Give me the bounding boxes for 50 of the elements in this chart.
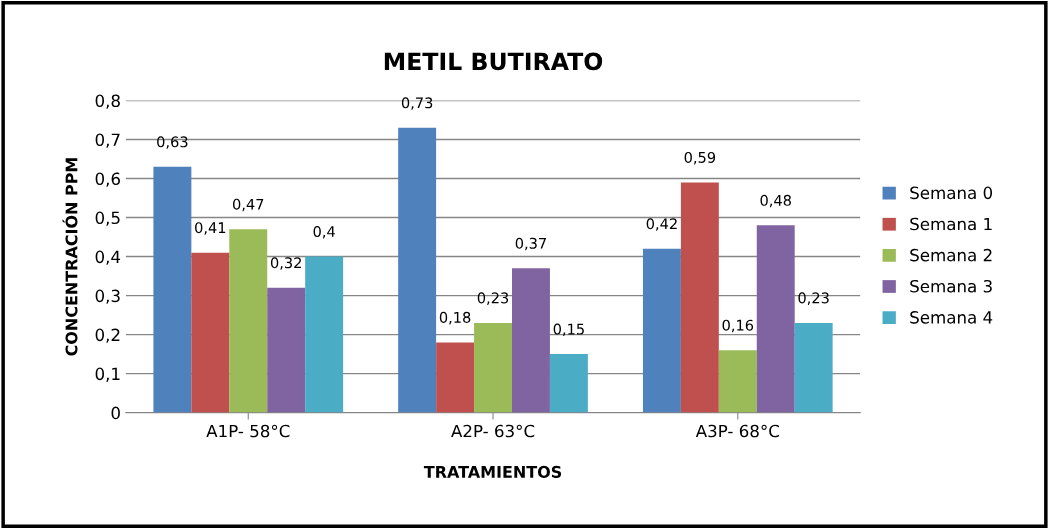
bar xyxy=(229,229,268,413)
bar xyxy=(680,182,719,413)
legend-label: Semana 1 xyxy=(910,217,992,231)
y-tick-label: 0,1 xyxy=(95,367,120,382)
y-tick-label: 0 xyxy=(111,406,120,420)
data-label: 0,48 xyxy=(760,194,791,208)
chart-title: METIL BUTIRATO xyxy=(384,52,603,71)
bar xyxy=(305,256,344,413)
data-label: 0,73 xyxy=(401,97,433,110)
bar xyxy=(549,354,588,413)
legend-label: Semana 3 xyxy=(910,279,992,293)
data-label: 0,59 xyxy=(684,151,716,165)
data-label: 0,63 xyxy=(157,136,188,149)
x-axis-title: TRATAMIENTOS xyxy=(423,465,562,478)
bar xyxy=(756,225,795,413)
data-label: 0,41 xyxy=(195,222,226,235)
data-label: 0,23 xyxy=(798,292,829,305)
bar xyxy=(398,127,437,413)
bar xyxy=(794,322,833,413)
bar xyxy=(718,350,757,413)
data-label: 0,23 xyxy=(477,292,509,305)
y-axis-title: CONCENTRACIÓN PPM xyxy=(62,158,78,356)
data-label: 0,47 xyxy=(232,198,264,212)
y-tick-label: 0,7 xyxy=(95,133,120,148)
data-label: 0,16 xyxy=(722,319,754,333)
bar xyxy=(512,268,550,413)
bar xyxy=(642,248,681,413)
x-tick-label: A2P- 63°C xyxy=(451,424,535,438)
y-tick-label: 0,2 xyxy=(95,328,120,343)
legend-label: Semana 0 xyxy=(910,186,993,200)
y-tick-label: 0,4 xyxy=(95,250,121,265)
data-label: 0,4 xyxy=(313,226,335,239)
y-tick-label: 0,6 xyxy=(95,172,120,187)
bar xyxy=(191,252,230,413)
y-tick-label: 0,3 xyxy=(95,289,120,304)
data-label: 0,18 xyxy=(439,311,471,325)
data-label: 0,32 xyxy=(270,257,301,270)
legend-label: Semana 4 xyxy=(910,311,993,324)
legend-label: Semana 2 xyxy=(910,248,992,262)
y-tick-label: 0,5 xyxy=(95,211,120,226)
bar xyxy=(153,166,192,413)
data-label: 0,15 xyxy=(553,323,584,337)
x-tick-label: A3P- 68°C xyxy=(695,424,779,438)
x-tick-label: A1P- 58°C xyxy=(206,424,290,438)
data-label: 0,37 xyxy=(515,237,546,251)
y-tick-label: 0,8 xyxy=(95,94,120,109)
data-label: 0,42 xyxy=(646,218,677,231)
bar xyxy=(436,342,475,413)
bar xyxy=(474,322,512,413)
bar xyxy=(267,287,306,413)
